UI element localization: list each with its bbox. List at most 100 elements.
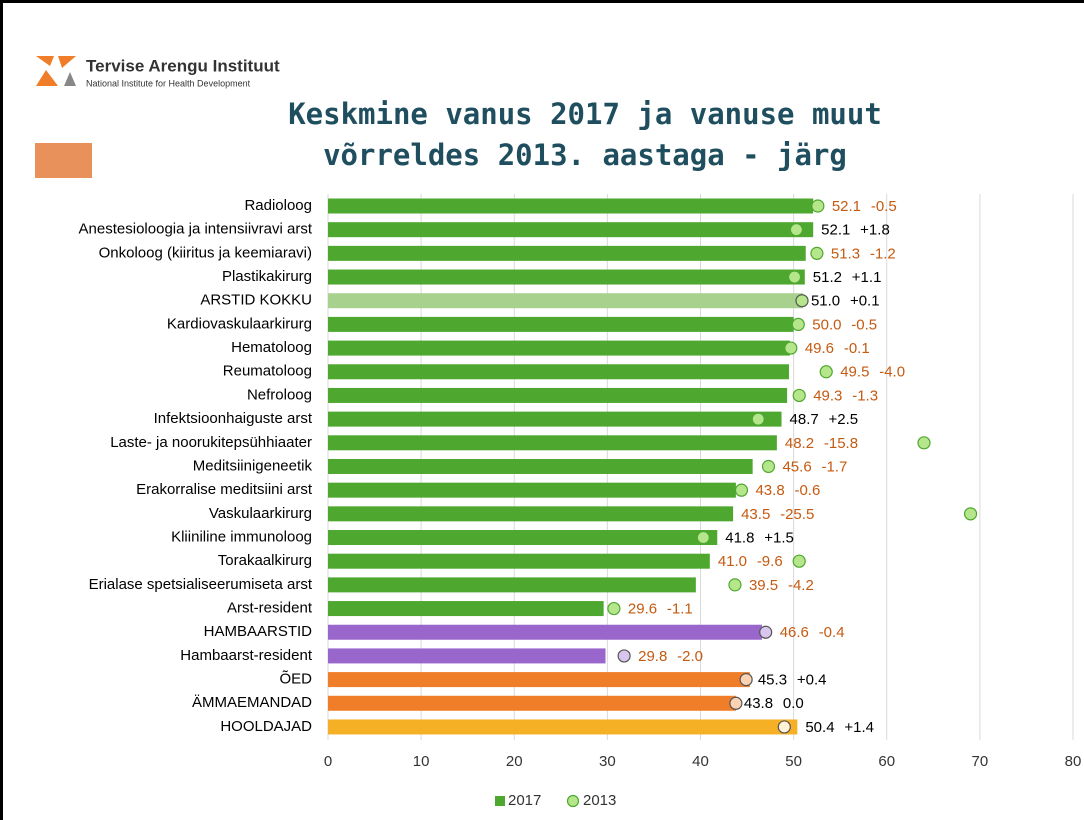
org-subtitle: National Institute for Health Developmen… (86, 78, 251, 88)
change-label: -25.5 (780, 506, 814, 523)
x-tick-label: 50 (785, 753, 802, 770)
y-tick-label: Laste- ja noorukitepsühhiaater (110, 434, 312, 451)
bar (328, 316, 794, 332)
y-tick-label: Arst-resident (227, 600, 313, 617)
value-label: 50.4 (805, 719, 834, 736)
bar (328, 293, 803, 309)
change-label: -0.5 (871, 198, 897, 215)
dot (607, 601, 621, 616)
change-label: 0.0 (783, 695, 804, 712)
y-tick-label: Infektsioonhaiguste arst (154, 410, 313, 427)
dot (784, 341, 798, 355)
dot (789, 223, 804, 237)
bar (328, 601, 604, 617)
change-label: +0.1 (850, 293, 880, 310)
dot (728, 578, 742, 592)
bar (328, 222, 814, 238)
legend-swatch (495, 796, 505, 806)
x-tick-label: 80 (1065, 753, 1082, 770)
change-label: -2.0 (677, 648, 703, 665)
y-tick-label: HAMBAARSTID (204, 623, 313, 640)
change-label: -1.1 (667, 601, 693, 618)
change-label: +1.8 (860, 222, 890, 239)
x-tick-label: 20 (506, 753, 523, 770)
value-label: 49.5 (840, 364, 869, 381)
y-tick-label: Reumatoloog (223, 363, 312, 380)
change-label: -15.8 (824, 435, 858, 452)
change-label: -4.2 (788, 577, 814, 594)
dot (729, 696, 743, 710)
value-label: 46.6 (780, 624, 809, 641)
logo-shape (58, 56, 76, 68)
y-tick-label: Erakorralise meditsiini arst (136, 481, 313, 498)
dot (795, 294, 809, 308)
bar (328, 340, 790, 356)
y-tick-label: Vaskulaarkirurg (209, 505, 312, 522)
x-tick-label: 60 (878, 753, 895, 770)
value-label: 51.3 (831, 245, 860, 262)
value-label: 41.0 (718, 553, 747, 570)
value-label: 48.2 (785, 435, 814, 452)
value-label: 45.3 (758, 672, 787, 689)
dot (751, 412, 765, 426)
x-tick-label: 0 (324, 753, 332, 770)
chart-title: Keskmine vanus 2017 ja vanuse muut (288, 97, 882, 131)
x-tick-label: 10 (413, 753, 430, 770)
bar (328, 245, 806, 261)
value-label: 41.8 (725, 529, 754, 546)
change-label: +0.4 (797, 672, 827, 689)
bar (328, 482, 736, 498)
bar (328, 648, 606, 664)
y-tick-label: ÄMMAEMANDAD (192, 694, 312, 711)
value-label: 52.1 (821, 222, 850, 239)
change-label: +1.5 (764, 529, 794, 546)
value-label: 49.3 (813, 387, 842, 404)
y-tick-label: ÕED (279, 671, 312, 688)
value-label: 43.8 (744, 695, 773, 712)
y-tick-label: Anestesioloogia ja intensiivravi arst (79, 221, 313, 238)
dot (792, 554, 806, 568)
change-label: -0.6 (794, 482, 820, 499)
dot (787, 270, 802, 284)
dot (777, 720, 791, 734)
dot (617, 649, 631, 663)
bar (328, 672, 750, 688)
y-tick-label: HOOLDAJAD (220, 718, 312, 735)
y-tick-label: ARSTID KOKKU (200, 292, 312, 309)
value-label: 49.6 (805, 340, 834, 357)
dot (819, 365, 833, 379)
value-label: 29.6 (628, 601, 657, 618)
y-tick-label: Hambaarst-resident (180, 647, 313, 664)
dot (759, 625, 773, 639)
chart-title: võrreldes 2013. aastaga - järg (323, 138, 847, 172)
dot (917, 436, 931, 450)
y-tick-label: Kliiniline immunoloog (171, 528, 312, 545)
org-name: Tervise Arengu Instituut (86, 56, 280, 75)
dot (734, 483, 749, 497)
bar (328, 530, 718, 546)
y-tick-label: Meditsiinigeneetik (193, 457, 313, 474)
value-label: 43.8 (755, 482, 784, 499)
bar (328, 719, 798, 735)
value-label: 39.5 (749, 577, 778, 594)
decor-square (35, 143, 92, 178)
dot (761, 459, 776, 474)
y-tick-label: Plastikakirurg (222, 268, 312, 285)
value-label: 50.0 (812, 316, 841, 333)
bar (328, 198, 814, 214)
change-label: -0.4 (819, 624, 845, 641)
dot (810, 246, 824, 260)
x-tick-label: 30 (599, 753, 616, 770)
logo-shape (36, 56, 54, 66)
bar (328, 435, 777, 451)
value-label: 51.2 (813, 269, 842, 286)
dot (696, 530, 710, 545)
change-label: -0.1 (844, 340, 870, 357)
change-label: -4.0 (879, 364, 905, 381)
change-label: +1.1 (852, 269, 882, 286)
bar (328, 458, 753, 474)
logo-shape (36, 70, 58, 86)
legend-label: 2013 (583, 792, 616, 809)
logo (36, 56, 76, 86)
